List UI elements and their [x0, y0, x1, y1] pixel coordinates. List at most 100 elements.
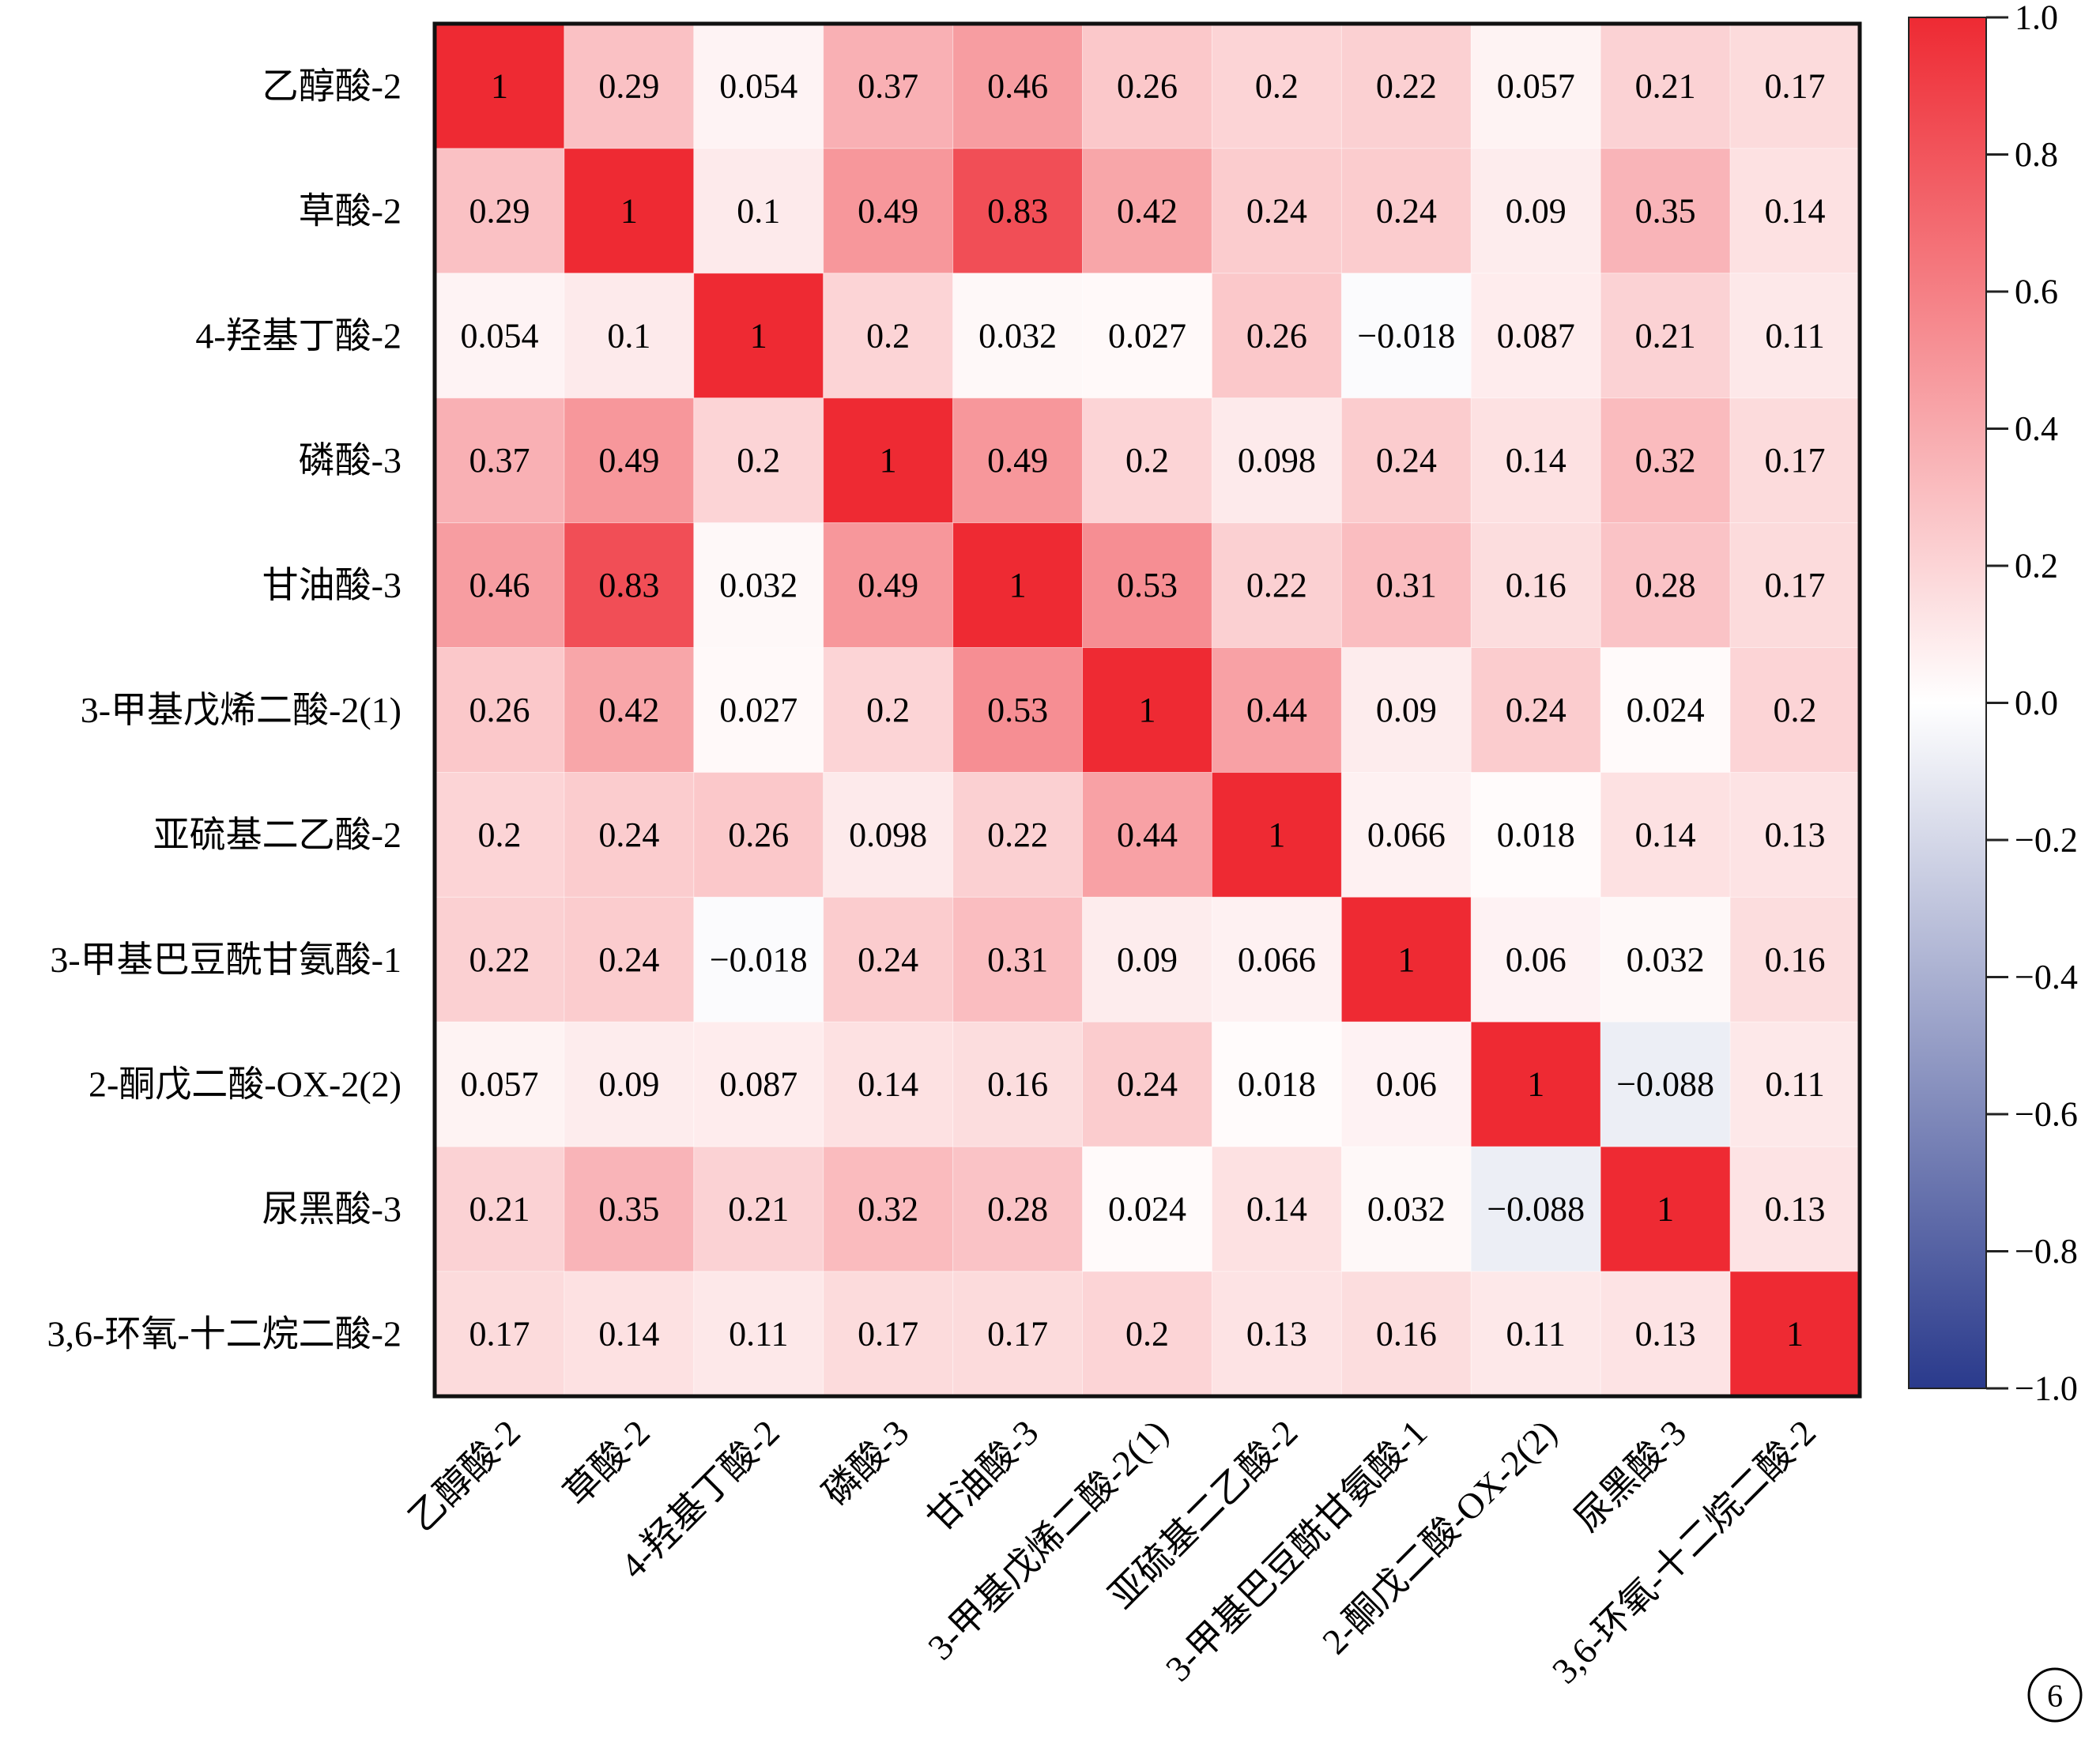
- heatmap-cell: [1600, 397, 1731, 524]
- cell-value-label: 0.22: [1376, 66, 1437, 105]
- cell-value-label: 0.24: [1376, 191, 1437, 230]
- cell-value-label: 0.35: [1635, 191, 1696, 230]
- colorbar-tick-label: −1.0: [2015, 1369, 2078, 1408]
- cell-value-label: 1: [1139, 691, 1156, 729]
- cell-value-label: 0.24: [1376, 441, 1437, 480]
- colorbar-tick-label: −0.8: [2015, 1232, 2078, 1271]
- row-label: 尿黑酸-3: [262, 1189, 402, 1230]
- cell-value-label: 0.28: [1635, 566, 1696, 604]
- cell-value-label: 1: [491, 66, 508, 105]
- cell-value-label: 0.21: [469, 1190, 530, 1229]
- cell-value-label: 0.24: [1246, 191, 1307, 230]
- cell-value-label: 0.44: [1246, 691, 1307, 729]
- heatmap-cell: [1082, 148, 1212, 274]
- heatmap-cell: [1082, 1021, 1212, 1147]
- cell-value-label: 0.46: [987, 66, 1048, 105]
- heatmap-cell: [1600, 23, 1731, 149]
- heatmap-cell: [1729, 1021, 1861, 1147]
- colorbar-gradient: [1908, 17, 1987, 1389]
- heatmap-cell: [1211, 148, 1342, 274]
- heatmap-cell: [564, 522, 695, 649]
- cell-value-label: 0.17: [1765, 566, 1826, 604]
- column-label: 3-甲基巴豆酰甘氨酸-1: [1158, 1412, 1435, 1689]
- heatmap-cell: [564, 771, 695, 898]
- colorbar-tick-label: −0.2: [2015, 821, 2078, 860]
- row-label: 草酸-2: [299, 190, 402, 231]
- cell-value-label: 0.44: [1117, 815, 1178, 854]
- cell-value-label: 0.1: [737, 191, 780, 230]
- cell-value-label: 0.13: [1635, 1315, 1696, 1354]
- heatmap-cell: [1600, 1271, 1731, 1397]
- cell-value-label: 0.087: [719, 1065, 797, 1104]
- heatmap-cell: [1082, 1146, 1212, 1272]
- row-label: 亚硫基二乙酸-2: [153, 815, 402, 855]
- column-label: 2-酮戊二酸-OX-2(2): [1314, 1412, 1564, 1662]
- cell-value-label: 0.098: [1238, 441, 1316, 480]
- heatmap-cell: [564, 1021, 695, 1147]
- cell-value-label: 0.16: [1376, 1315, 1437, 1354]
- heatmap-cell: [434, 1146, 565, 1272]
- heatmap-frame: [432, 21, 1862, 1399]
- heatmap-cell: [693, 1146, 824, 1272]
- column-label: 乙醇酸-2: [401, 1412, 528, 1539]
- cell-value-label: 1: [1527, 1065, 1544, 1104]
- heatmap-cell: [434, 522, 565, 649]
- heatmap-cell: [1600, 1146, 1731, 1272]
- heatmap-cell: [1082, 273, 1212, 399]
- heatmap-cell: [434, 1021, 565, 1147]
- heatmap-cell: [823, 896, 954, 1023]
- heatmap-cell: [1729, 148, 1861, 274]
- cell-value-label: −0.088: [1616, 1065, 1714, 1104]
- heatmap-cell: [1600, 1021, 1731, 1147]
- heatmap-cell: [1600, 896, 1731, 1023]
- heatmap-cell: [693, 273, 824, 399]
- row-label: 2-酮戊二酸-OX-2(2): [89, 1064, 402, 1105]
- heatmap-cell: [1470, 896, 1601, 1023]
- heatmap-cell: [952, 1271, 1084, 1397]
- heatmap-cell: [952, 397, 1084, 524]
- cell-value-label: 0.21: [1635, 66, 1696, 105]
- heatmap-cell: [1211, 647, 1342, 773]
- heatmap-cell: [1729, 522, 1861, 649]
- row-labels: 乙醇酸-2 草酸-2 4-羟基丁酸-2 磷酸-3 甘油酸-3 3-甲基戊烯二酸-2(1) 亚…: [47, 66, 402, 1354]
- heatmap-cell: [1470, 522, 1601, 649]
- cell-value-label: 1: [1786, 1315, 1804, 1354]
- cell-value-label: 0.31: [1376, 566, 1437, 604]
- colorbar-tick-label: 0.0: [2015, 684, 2058, 722]
- cell-value-label: 0.42: [598, 691, 659, 729]
- row-label: 磷酸-3: [299, 440, 402, 480]
- heatmap-cell: [1082, 1271, 1212, 1397]
- cell-value-label: 0.16: [987, 1065, 1048, 1104]
- heatmap-cell: [564, 647, 695, 773]
- heatmap-cell: [823, 522, 954, 649]
- row-label: 4-羟基丁酸-2: [195, 315, 402, 356]
- heatmap-cell: [1470, 1021, 1601, 1147]
- heatmap-cell: [1470, 397, 1601, 524]
- cell-value-label: 0.49: [598, 441, 659, 480]
- cell-value-label: 0.17: [469, 1315, 530, 1354]
- heatmap-cell: [952, 771, 1084, 898]
- cell-value-label: 0.09: [1117, 940, 1178, 979]
- heatmap-cell: [1470, 273, 1601, 399]
- heatmap-cell: [434, 273, 565, 399]
- heatmap-cell: [1211, 771, 1342, 898]
- heatmap-cells: [434, 23, 1861, 1397]
- row-label: 3-甲基巴豆酰甘氨酸-1: [50, 940, 402, 980]
- heatmap-cell: [693, 397, 824, 524]
- cell-value-label: 0.14: [1635, 815, 1696, 854]
- cell-value-label: 0.066: [1238, 940, 1316, 979]
- cell-value-label: 0.2: [737, 441, 780, 480]
- cell-value-label: 0.29: [598, 66, 659, 105]
- cell-value-label: 0.14: [598, 1315, 659, 1354]
- cell-value-label: 0.26: [469, 691, 530, 729]
- colorbar-tick-label: 0.2: [2015, 547, 2058, 586]
- cell-value-label: 0.35: [598, 1190, 659, 1229]
- cell-value-label: 0.057: [1497, 66, 1575, 105]
- cell-value-label: 0.14: [1246, 1190, 1307, 1229]
- heatmap-cell: [434, 1271, 565, 1397]
- heatmap-cell: [1600, 771, 1731, 898]
- colorbar-tick-label: 1.0: [2015, 0, 2058, 37]
- heatmap-cell: [693, 1271, 824, 1397]
- cell-value-label: 1: [1009, 566, 1027, 604]
- colorbar-tick-label: 0.8: [2015, 135, 2058, 174]
